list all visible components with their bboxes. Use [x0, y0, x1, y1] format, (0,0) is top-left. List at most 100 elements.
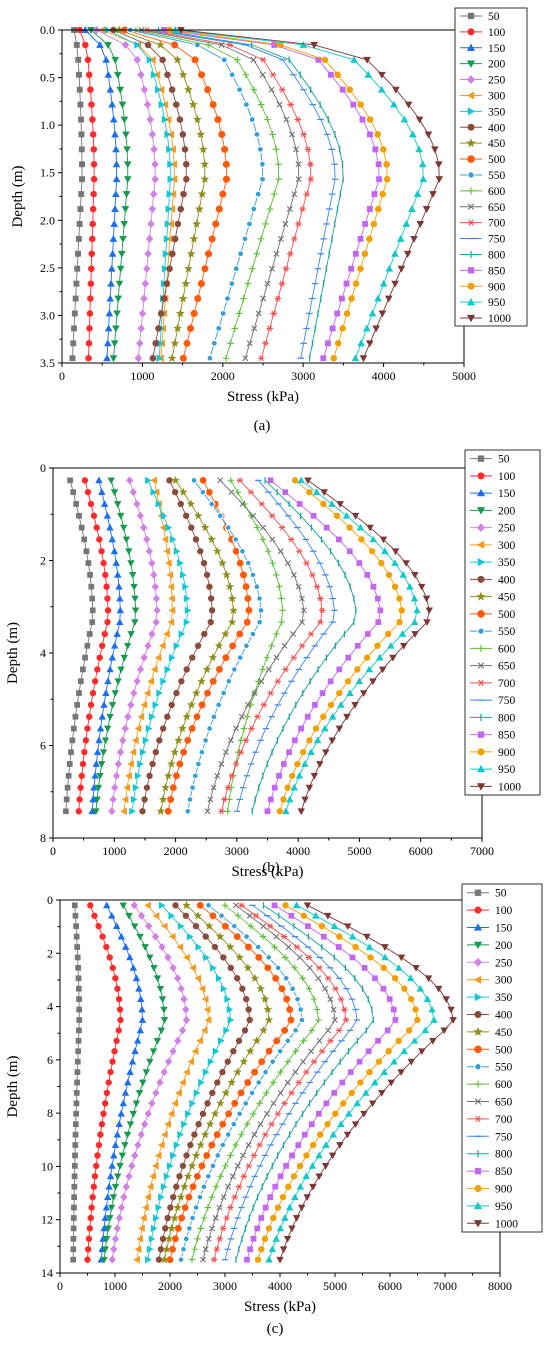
data-point [200, 523, 210, 532]
y-tick-label: 10 [41, 1159, 53, 1173]
data-point [291, 1193, 299, 1201]
data-point [212, 220, 220, 228]
data-point [258, 501, 265, 507]
data-point [148, 1235, 156, 1243]
data-point [325, 340, 331, 347]
data-point [162, 1225, 169, 1232]
data-point [66, 761, 73, 767]
data-point [176, 116, 184, 123]
legend-marker [477, 679, 485, 687]
data-point [183, 618, 191, 626]
data-point [272, 146, 280, 153]
data-point [116, 86, 125, 94]
data-point [83, 548, 90, 555]
data-point [82, 654, 88, 661]
data-point [71, 1173, 78, 1180]
data-point [218, 808, 225, 815]
data-point [101, 630, 108, 638]
data-point [216, 512, 224, 520]
data-point [154, 1151, 162, 1160]
data-point [73, 1100, 80, 1107]
data-point [148, 1099, 156, 1108]
data-point [274, 295, 282, 302]
data-point [295, 1079, 302, 1086]
data-point [143, 264, 151, 273]
data-point [84, 642, 91, 649]
data-point [73, 280, 80, 287]
data-point [69, 355, 76, 362]
data-point [71, 1194, 78, 1201]
series-750 [221, 904, 361, 1261]
data-point [323, 524, 330, 531]
data-point [267, 477, 274, 484]
data-point [302, 1172, 310, 1180]
data-point [73, 923, 79, 930]
data-point [170, 784, 177, 792]
data-point [246, 912, 253, 919]
data-point [402, 220, 411, 227]
data-point [270, 1079, 277, 1086]
data-point [75, 1048, 82, 1055]
data-point [418, 583, 426, 591]
data-point [184, 85, 193, 94]
legend-label: 550 [498, 626, 516, 638]
data-point [149, 713, 156, 721]
chart-panel-c: 0 1000 2000 3000 4000 5000 6000 7000 8000 0 2 4 6 8 10… [0, 880, 550, 1343]
data-point [288, 912, 295, 919]
data-point [191, 772, 199, 780]
data-point [257, 101, 265, 108]
legend-marker [466, 60, 476, 68]
data-point [137, 324, 145, 333]
data-point [227, 1204, 234, 1211]
data-point [158, 1193, 165, 1201]
series-1000 [177, 27, 444, 363]
legend-label: 400 [495, 1010, 513, 1022]
legend-item-900: 900 [467, 1184, 513, 1196]
data-point [423, 995, 432, 1002]
data-point [75, 250, 81, 257]
data-point [218, 130, 226, 139]
legend-label: 900 [488, 281, 506, 293]
data-point [251, 1068, 258, 1076]
data-point [424, 975, 433, 983]
data-point [282, 974, 290, 982]
data-point [103, 354, 111, 362]
data-point [152, 912, 160, 920]
data-point [114, 678, 122, 686]
data-point [266, 325, 273, 332]
data-point [210, 339, 218, 347]
data-point [258, 355, 265, 362]
data-point [151, 160, 159, 169]
legend-marker [477, 609, 485, 618]
data-point [396, 595, 403, 602]
data-point [99, 749, 108, 756]
data-point [281, 642, 288, 649]
data-point [270, 1100, 277, 1107]
data-point [71, 310, 78, 317]
data-point [79, 760, 87, 768]
data-point [419, 175, 428, 183]
data-point [156, 40, 165, 49]
x-tick-label: 4000 [286, 844, 310, 858]
data-point [133, 677, 141, 686]
data-point [259, 536, 267, 543]
data-point [189, 234, 199, 243]
data-point [173, 55, 182, 64]
data-point [163, 280, 171, 287]
legend-item-550: 550 [470, 626, 516, 638]
data-point [304, 713, 311, 720]
data-point [385, 571, 393, 579]
data-point [223, 294, 232, 303]
data-point [166, 145, 174, 154]
data-point [101, 737, 110, 745]
data-point [390, 100, 398, 108]
data-point [154, 653, 162, 662]
data-point [202, 933, 209, 940]
data-point [104, 70, 113, 78]
data-point [232, 547, 240, 555]
legend-item-550: 550 [467, 1062, 513, 1074]
data-point [359, 116, 366, 123]
data-point [113, 1130, 122, 1138]
data-point [282, 666, 289, 673]
data-point [90, 1183, 97, 1190]
